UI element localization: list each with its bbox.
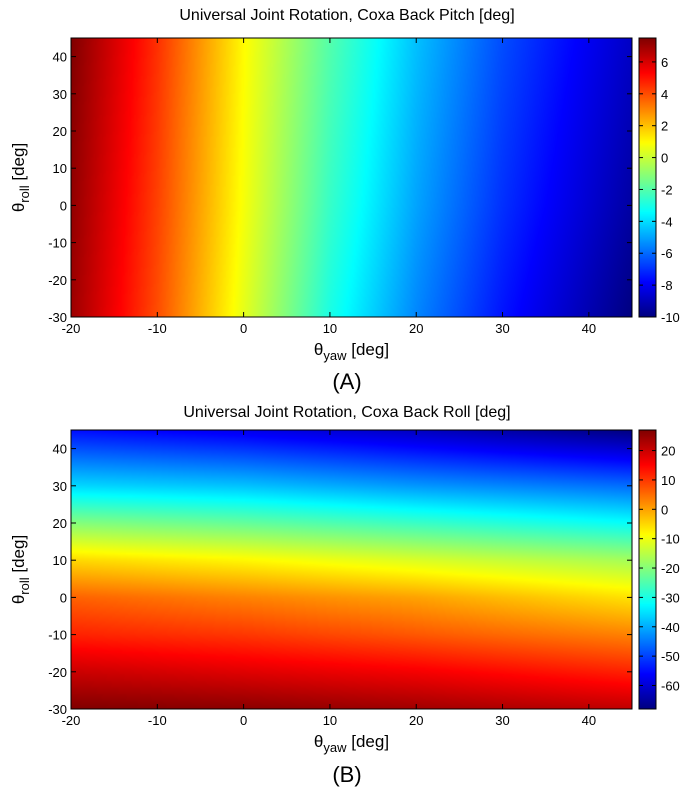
y-tick-label: -10 xyxy=(48,628,67,643)
y-ticks: -30 -20 -10 0 10 20 30 40 xyxy=(48,442,632,717)
colorbar-frame xyxy=(638,429,657,710)
colorbar-tick-label: 20 xyxy=(661,444,675,459)
colorbar-image xyxy=(639,38,656,317)
y-tick-label: 30 xyxy=(53,479,67,494)
colorbar-tick-label: 2 xyxy=(661,119,668,134)
colorbar-tick-label: 10 xyxy=(661,473,675,488)
y-ticks: -30 -20 -10 0 10 20 30 40 xyxy=(48,50,632,325)
heatmap-image xyxy=(71,430,632,709)
colorbar-tick-label: 0 xyxy=(661,151,668,166)
x-tick-label: 20 xyxy=(409,713,423,728)
colorbar-tick-label: 6 xyxy=(661,55,668,70)
heatmap-a: Universal Joint Rotation, Coxa Back Pitc… xyxy=(9,7,680,363)
colorbar-tick-label: -30 xyxy=(661,590,680,605)
colorbar-tick-label: -60 xyxy=(661,679,680,694)
x-ticks: -20 -10 0 10 20 30 40 xyxy=(62,430,596,728)
colorbar-tick-label: -10 xyxy=(661,532,680,547)
y-tick-label: 30 xyxy=(53,87,67,102)
y-tick-label: -30 xyxy=(48,702,67,717)
colorbar-frame xyxy=(638,37,657,318)
colorbar-tick-label: -4 xyxy=(661,214,673,229)
colorbar-tick-label: -8 xyxy=(661,278,673,293)
colorbar-ticks: -60 -50 -40 -30 -20 -10 0 10 20 xyxy=(639,444,680,694)
colorbar-tick-label: -20 xyxy=(661,561,680,576)
colorbar-tick-label: -2 xyxy=(661,182,673,197)
x-tick-label: 0 xyxy=(240,713,247,728)
x-tick-label: -20 xyxy=(62,713,81,728)
x-axis-label: θyaw [deg] xyxy=(314,340,389,363)
x-tick-label: 10 xyxy=(323,321,337,336)
y-tick-label: 0 xyxy=(60,590,67,605)
colorbar-tick-label: -50 xyxy=(661,649,680,664)
x-tick-label: -10 xyxy=(148,713,167,728)
y-tick-label: 10 xyxy=(53,161,67,176)
x-tick-label: 0 xyxy=(240,321,247,336)
x-tick-label: 30 xyxy=(495,321,509,336)
y-tick-label: 10 xyxy=(53,553,67,568)
y-tick-label: -10 xyxy=(48,236,67,251)
y-tick-label: 40 xyxy=(53,50,67,65)
y-tick-label: -20 xyxy=(48,665,67,680)
chart-title: Universal Joint Rotation, Coxa Back Pitc… xyxy=(179,7,514,24)
colorbar-tick-label: -6 xyxy=(661,246,673,261)
x-tick-label: 20 xyxy=(409,321,423,336)
colorbar-tick-label: -40 xyxy=(661,620,680,635)
colorbar-image xyxy=(639,430,656,709)
y-tick-label: -20 xyxy=(48,273,67,288)
x-tick-label: -20 xyxy=(62,321,81,336)
chart-title: Universal Joint Rotation, Coxa Back Roll… xyxy=(183,404,510,421)
plot-frame xyxy=(70,37,633,318)
heatmap-image xyxy=(71,38,632,317)
chart-panel-a: Universal Joint Rotation, Coxa Back Pitc… xyxy=(0,0,694,370)
x-tick-label: 40 xyxy=(582,321,596,336)
colorbar-ticks: -10 -8 -6 -4 -2 0 2 4 6 xyxy=(639,55,680,325)
plot-frame xyxy=(70,429,633,710)
x-tick-label: -10 xyxy=(148,321,167,336)
y-tick-label: 20 xyxy=(53,124,67,139)
x-tick-label: 30 xyxy=(495,713,509,728)
colorbar-tick-label: -10 xyxy=(661,310,680,325)
x-tick-label: 10 xyxy=(323,713,337,728)
colorbar-tick-label: 0 xyxy=(661,502,668,517)
y-axis-label: θroll [deg] xyxy=(9,143,32,212)
colorbar-tick-label: 4 xyxy=(661,87,668,102)
y-tick-label: 40 xyxy=(53,442,67,457)
heatmap-b: Universal Joint Rotation, Coxa Back Roll… xyxy=(9,404,680,755)
panel-label-b: (B) xyxy=(332,762,362,787)
x-axis-label: θyaw [deg] xyxy=(314,732,389,755)
chart-panel-b: Universal Joint Rotation, Coxa Back Roll… xyxy=(0,397,694,762)
y-tick-label: 20 xyxy=(53,516,67,531)
x-tick-label: 40 xyxy=(582,713,596,728)
y-axis-label: θroll [deg] xyxy=(9,535,32,604)
x-ticks: -20 -10 0 10 20 30 40 xyxy=(62,38,596,336)
panel-label-a: (A) xyxy=(332,369,362,394)
y-tick-label: -30 xyxy=(48,310,67,325)
y-tick-label: 0 xyxy=(60,198,67,213)
